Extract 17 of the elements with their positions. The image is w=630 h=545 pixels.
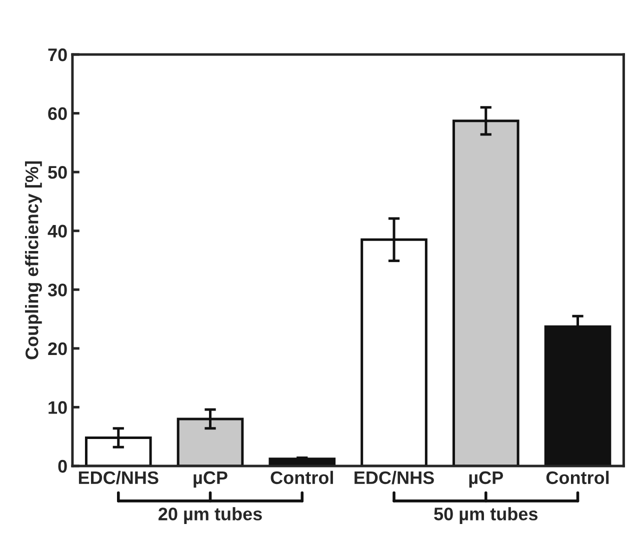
y-axis-title: Coupling efficiency [%]	[25, 161, 42, 360]
y-tick-label: 20	[48, 342, 67, 356]
y-tick-label: 60	[48, 107, 67, 120]
y-tick-label: 50	[48, 166, 67, 179]
x-tick-label: µCP	[469, 471, 504, 488]
x-tick-label: EDC/NHS	[354, 470, 434, 484]
y-tick-label: 10	[48, 401, 67, 414]
text: 20 µm tubes	[158, 507, 262, 524]
y-tick-label: 40	[48, 224, 67, 238]
x-tick-label: Control	[546, 470, 609, 484]
text: 50 µm tubes	[434, 507, 538, 524]
x-tick-label: µCP	[194, 471, 228, 488]
y-tick-label: 0	[58, 460, 67, 473]
y-tick-label: 30	[48, 284, 67, 296]
x-tick-label: Control	[270, 470, 333, 484]
y-tick-label: 70	[48, 48, 67, 62]
x-tick-label: EDC/NHS	[78, 470, 158, 484]
